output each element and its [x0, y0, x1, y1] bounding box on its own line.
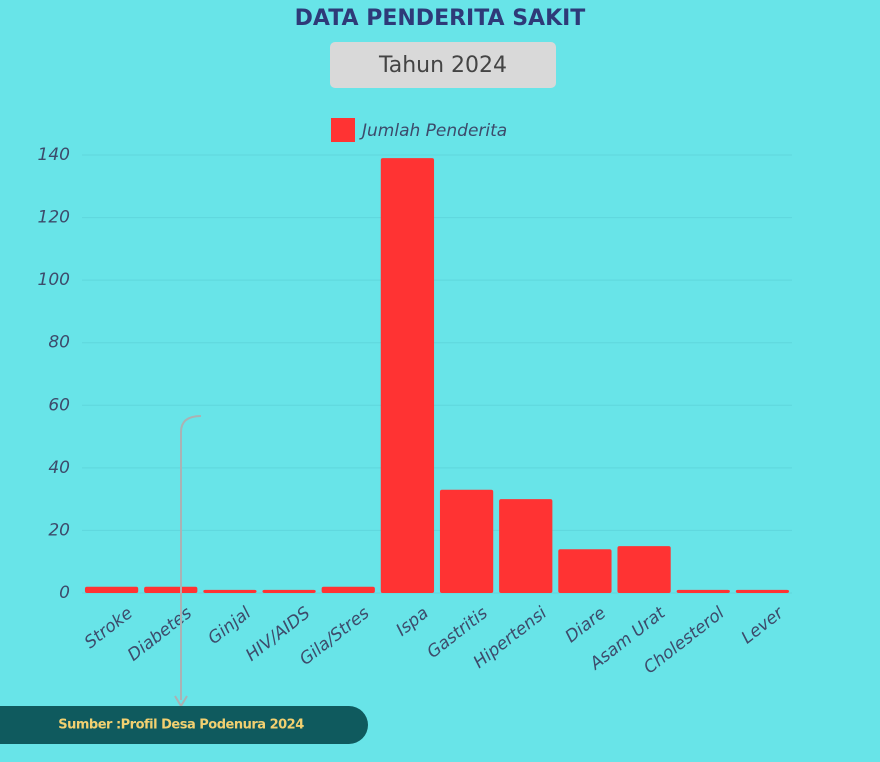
bar — [203, 589, 257, 593]
bar — [380, 158, 435, 593]
y-tick-label: 140 — [38, 145, 70, 165]
bar — [676, 589, 730, 593]
y-tick-label: 80 — [48, 333, 70, 353]
bar — [558, 549, 612, 593]
bar — [617, 546, 671, 593]
source-text: Sumber :Profil Desa Podenura 2024 — [58, 718, 304, 733]
subtitle-box — [330, 42, 556, 88]
bar — [262, 589, 316, 593]
y-tick-label: 100 — [38, 270, 70, 290]
bar — [321, 586, 375, 593]
y-tick-label: 20 — [48, 520, 70, 540]
bar — [144, 586, 198, 593]
source-badge — [0, 706, 368, 744]
bar — [439, 489, 494, 593]
arrow — [180, 415, 202, 700]
legend-swatch — [331, 118, 355, 142]
bar — [735, 589, 790, 593]
y-tick-label: 0 — [59, 583, 70, 603]
legend-label: Jumlah Penderita — [359, 121, 507, 141]
bar — [84, 586, 139, 593]
y-tick-label: 120 — [38, 208, 70, 228]
chart-subtitle: Tahun 2024 — [378, 53, 507, 78]
bar — [499, 499, 553, 593]
y-tick-label: 40 — [48, 458, 70, 478]
y-tick-label: 60 — [48, 395, 70, 415]
chart-title: DATA PENDERITA SAKIT — [295, 6, 586, 31]
legend: Jumlah Penderita — [331, 118, 507, 142]
